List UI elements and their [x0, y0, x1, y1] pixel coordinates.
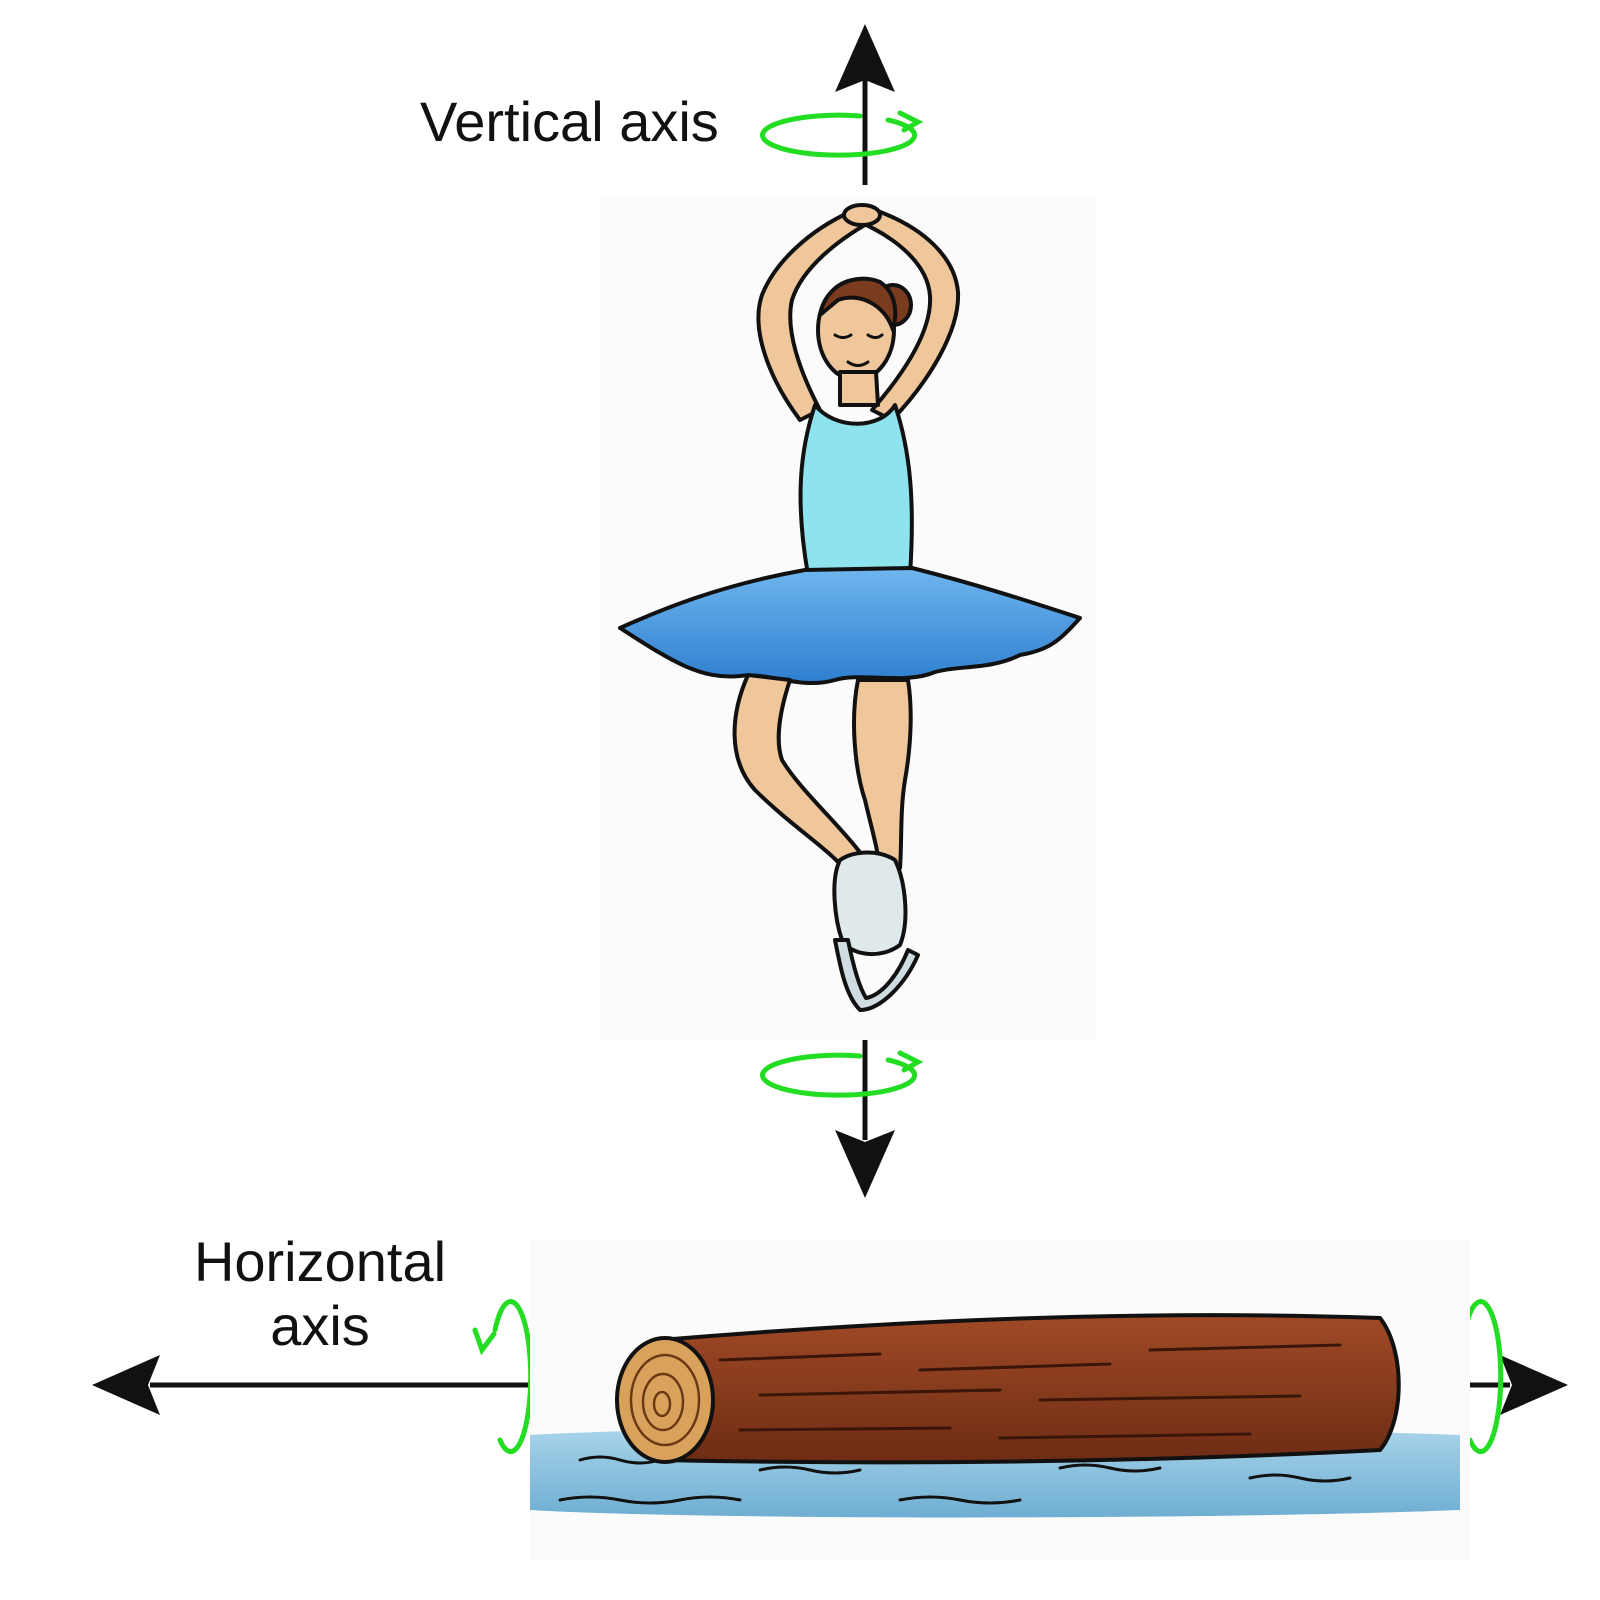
right-arrowhead-icon [1500, 1355, 1568, 1415]
bottom-rotation-arrow-icon [760, 1050, 924, 1098]
top-rotation-arrow-icon [760, 110, 924, 158]
log-bark-lines [718, 1343, 1342, 1440]
down-arrowhead-icon [835, 1130, 895, 1198]
closed-eyes [833, 333, 884, 339]
hair [818, 276, 898, 332]
vertical-axis-label: Vertical axis [420, 90, 719, 153]
horizontal-axis-label-line1: Horizontal [193, 1230, 447, 1293]
skate-blade [833, 938, 920, 1012]
water-ripples [558, 1455, 1352, 1505]
left-arrowhead-icon [92, 1355, 160, 1415]
horizontal-axis-label: Horizontal axis [150, 1230, 490, 1358]
vertical-axis-top [760, 24, 924, 185]
up-arrowhead-icon [835, 24, 895, 92]
horizontal-axis-label-line2: axis [270, 1294, 370, 1357]
neck [838, 370, 880, 407]
skate-boot [832, 850, 908, 957]
floating-log-illustration [530, 1240, 1470, 1560]
tree-rings [629, 1353, 701, 1447]
ice-skater-illustration [600, 195, 1095, 1040]
log-body [658, 1313, 1401, 1465]
hands [842, 203, 882, 227]
leotard [798, 403, 914, 577]
vertical-axis-bottom [760, 1040, 924, 1198]
smile [846, 360, 870, 367]
